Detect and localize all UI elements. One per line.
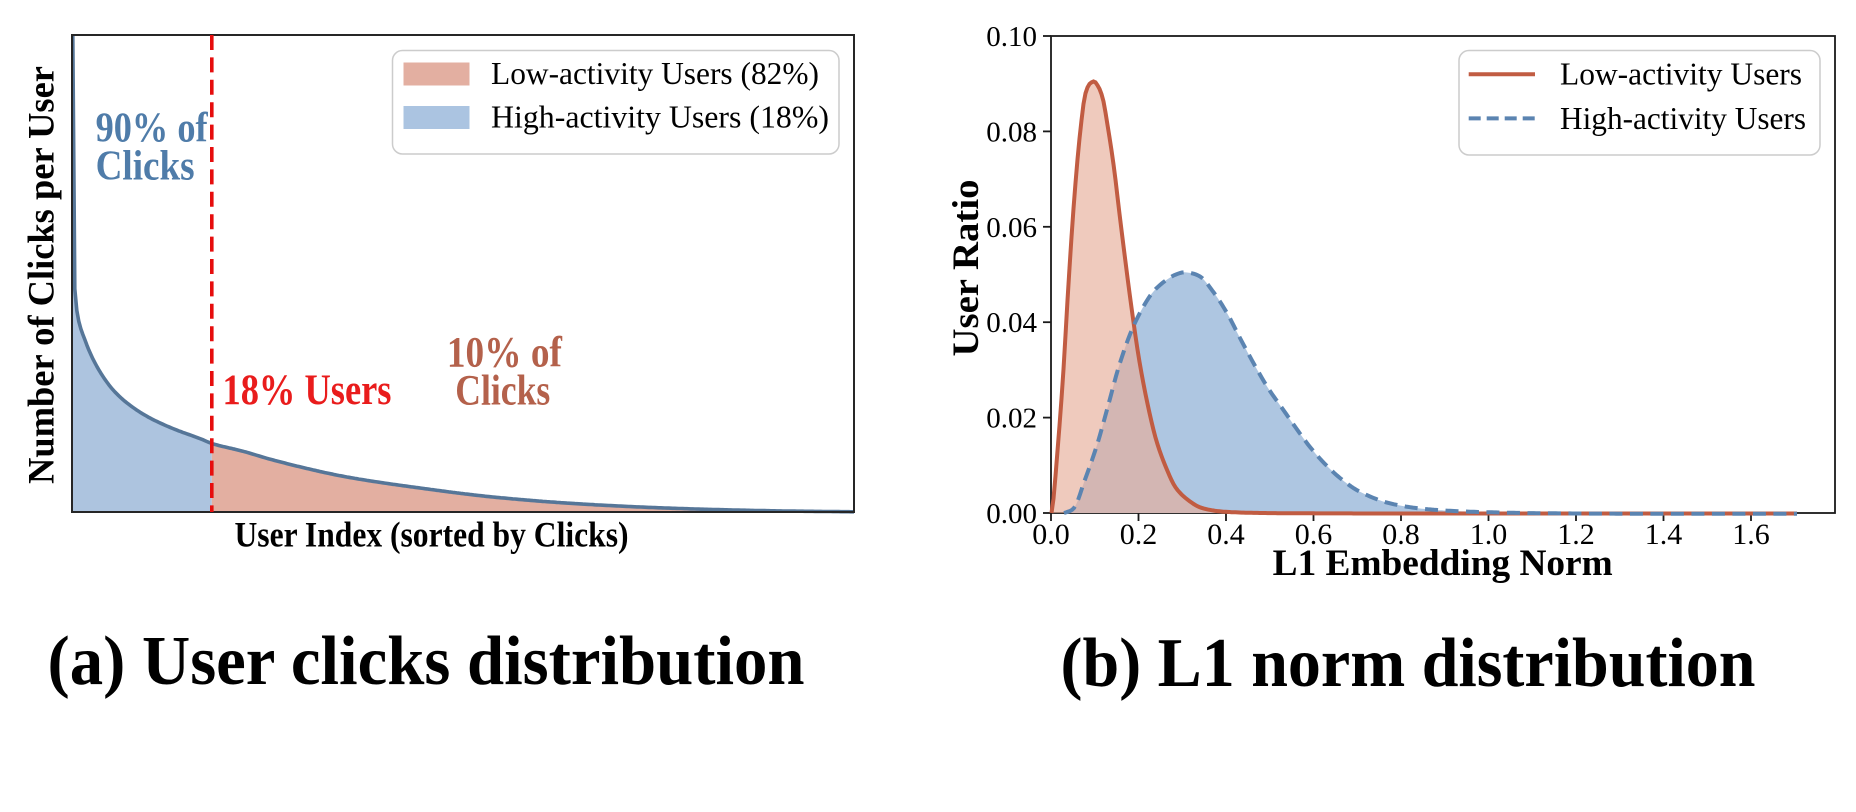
svg-text:0.10: 0.10 bbox=[986, 21, 1037, 53]
svg-text:1.0: 1.0 bbox=[1470, 518, 1508, 551]
svg-text:Low-activity Users: Low-activity Users bbox=[1560, 56, 1802, 92]
svg-text:18% Users: 18% Users bbox=[223, 367, 392, 414]
svg-text:Low-activity Users (82%): Low-activity Users (82%) bbox=[491, 55, 819, 91]
svg-text:1.6: 1.6 bbox=[1732, 518, 1770, 551]
svg-text:0.6: 0.6 bbox=[1295, 518, 1333, 551]
svg-text:0.08: 0.08 bbox=[986, 116, 1037, 148]
svg-text:L1 Embedding Norm: L1 Embedding Norm bbox=[1273, 543, 1613, 584]
svg-text:User Index (sorted by Clicks): User Index (sorted by Clicks) bbox=[235, 514, 629, 554]
svg-text:0.2: 0.2 bbox=[1120, 518, 1158, 551]
svg-text:0.0: 0.0 bbox=[1032, 518, 1070, 551]
svg-text:High-activity Users (18%): High-activity Users (18%) bbox=[491, 99, 829, 135]
svg-text:(b) L1 norm distribution: (b) L1 norm distribution bbox=[1061, 625, 1756, 702]
svg-text:Clicks: Clicks bbox=[96, 143, 195, 189]
svg-text:Clicks: Clicks bbox=[455, 367, 550, 414]
svg-text:(a) User clicks distribution: (a) User clicks distribution bbox=[48, 623, 805, 700]
svg-text:0.8: 0.8 bbox=[1382, 518, 1420, 551]
svg-text:User Ratio: User Ratio bbox=[946, 180, 987, 357]
svg-text:10% of: 10% of bbox=[447, 329, 563, 376]
svg-text:0.02: 0.02 bbox=[986, 403, 1037, 435]
svg-text:90% of: 90% of bbox=[96, 105, 209, 151]
svg-text:0.00: 0.00 bbox=[986, 498, 1037, 530]
svg-text:Number of Clicks per User: Number of Clicks per User bbox=[22, 66, 63, 484]
svg-text:1.4: 1.4 bbox=[1645, 518, 1683, 551]
svg-text:0.4: 0.4 bbox=[1207, 518, 1245, 551]
svg-text:0.04: 0.04 bbox=[986, 307, 1037, 339]
svg-text:High-activity Users: High-activity Users bbox=[1560, 100, 1806, 136]
svg-text:0.06: 0.06 bbox=[986, 212, 1037, 244]
svg-text:1.2: 1.2 bbox=[1557, 518, 1595, 551]
